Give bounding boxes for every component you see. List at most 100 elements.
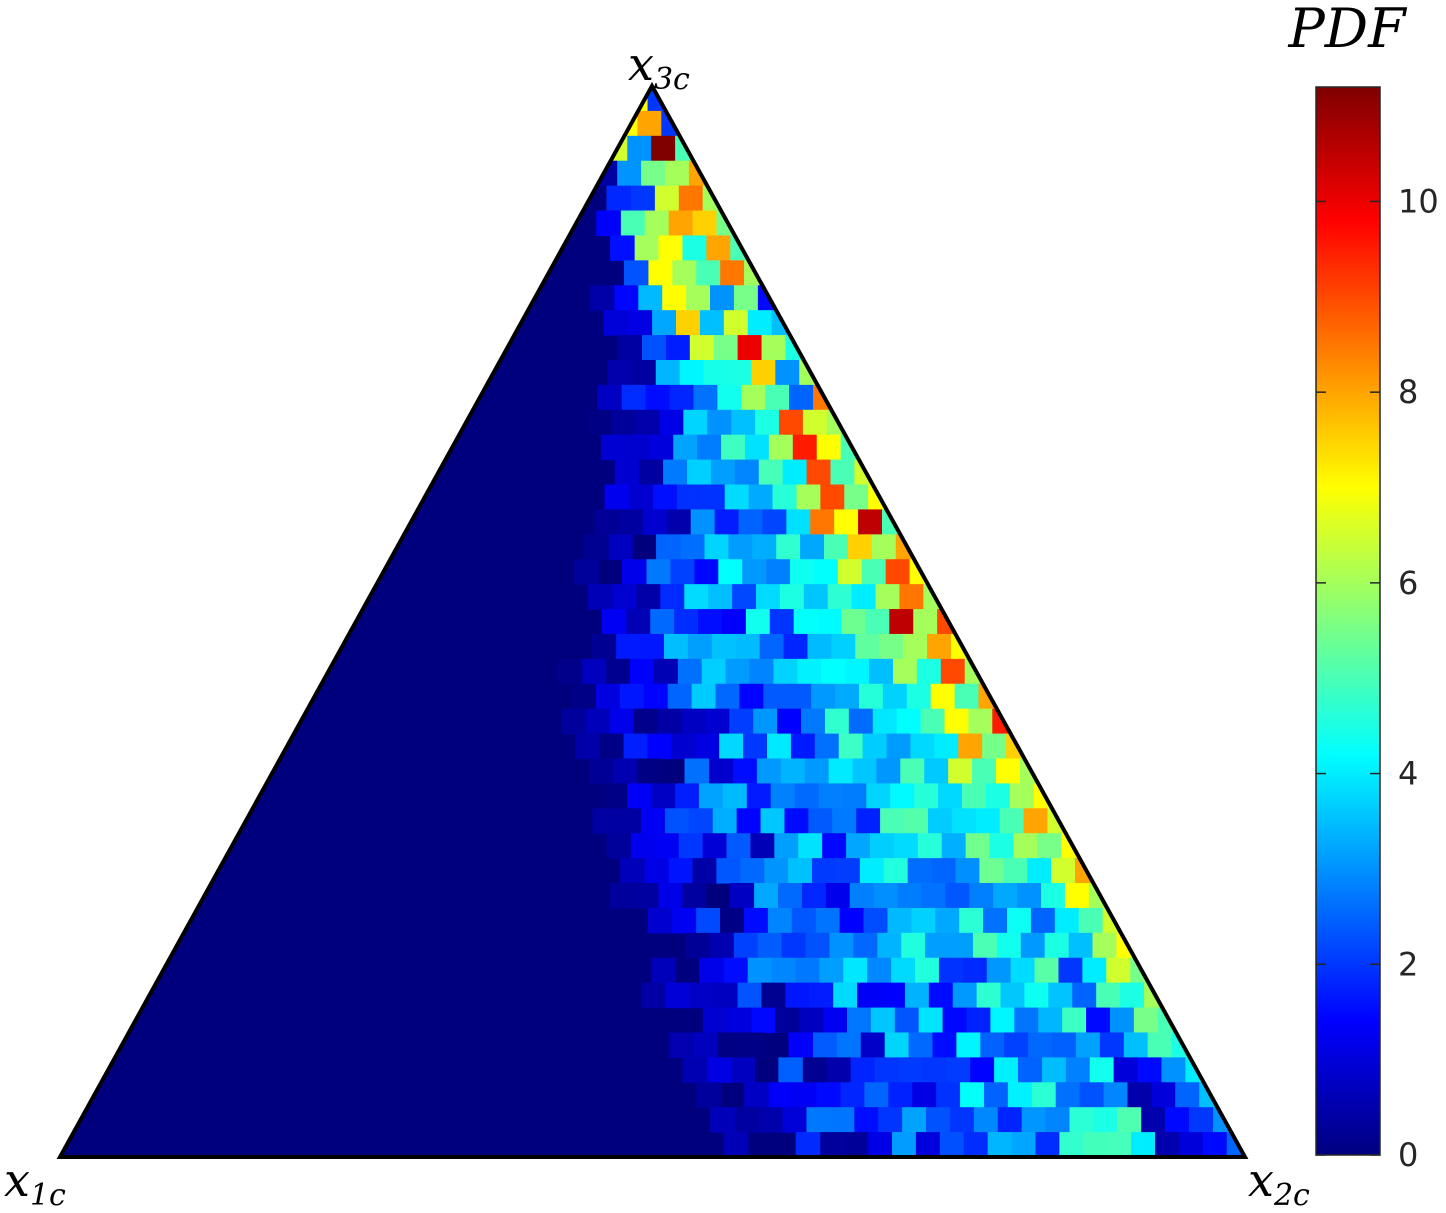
heatmap-cell: [823, 534, 848, 560]
heatmap-cell: [625, 609, 651, 635]
heatmap-cell: [846, 1007, 871, 1034]
heatmap-cell: [743, 907, 768, 934]
heatmap-cell: [634, 409, 660, 436]
heatmap-cell: [693, 559, 719, 585]
heatmap-cell: [937, 783, 962, 809]
heatmap-cell: [607, 359, 632, 386]
heatmap-cell: [1010, 957, 1035, 984]
heatmap-cell: [606, 185, 631, 212]
heatmap-cell: [769, 609, 794, 635]
heatmap-cell: [865, 783, 891, 809]
heatmap-cell: [650, 135, 676, 162]
heatmap-cell: [880, 982, 905, 1009]
heatmap-cell: [1026, 858, 1052, 884]
heatmap-cell: [630, 185, 655, 212]
heatmap-cell: [852, 932, 878, 959]
heatmap-cell: [650, 783, 676, 809]
heatmap-cell: [924, 932, 950, 959]
heatmap-cell: [793, 609, 818, 635]
triangle-outline: [56, 81, 1249, 1159]
heatmap-cell: [1044, 1107, 1070, 1133]
heatmap-cell: [847, 534, 872, 560]
heatmap-cell: [667, 683, 692, 710]
heatmap-cell: [760, 982, 786, 1009]
heatmap-cell: [1140, 1107, 1166, 1133]
heatmap-cell: [656, 534, 681, 560]
heatmap-cell: [822, 1007, 847, 1034]
heatmap-cell: [592, 808, 618, 834]
heatmap-cell: [561, 708, 586, 735]
heatmap-cell: [917, 833, 942, 859]
colorbar-tick-label: 10: [1398, 182, 1439, 220]
heatmap-cell: [983, 1082, 1008, 1108]
heatmap-cell: [689, 335, 714, 361]
heatmap-cell: [1016, 883, 1042, 909]
heatmap-cell: [610, 235, 635, 261]
heatmap-cell: [819, 1132, 845, 1157]
heatmap-cell: [1007, 1082, 1032, 1108]
heatmap-cell: [655, 359, 680, 386]
heatmap-cell: [662, 459, 688, 486]
heatmap-cell: [656, 708, 682, 735]
heatmap-cell: [797, 833, 823, 859]
heatmap-cell: [930, 683, 955, 710]
heatmap-cell: [896, 708, 921, 735]
colorbar-tick-label: 0: [1398, 1136, 1418, 1174]
heatmap-cell: [861, 559, 886, 585]
heatmap-cell: [1106, 1132, 1132, 1157]
heatmap-cell: [898, 584, 924, 610]
heatmap-cell: [709, 932, 734, 959]
heatmap-cell: [1150, 1082, 1176, 1108]
heatmap-cell: [638, 459, 664, 486]
heatmap-cell: [647, 260, 673, 286]
heatmap-cell: [641, 335, 666, 361]
heatmap-cell: [985, 783, 1010, 809]
heatmap-cell: [807, 808, 833, 834]
heatmap-cell: [1041, 1057, 1066, 1083]
heatmap-cell: [799, 534, 825, 560]
heatmap-cell: [682, 409, 708, 436]
heatmap-cell: [640, 808, 665, 834]
heatmap-cell: [982, 907, 1007, 934]
heatmap-cell: [856, 982, 881, 1009]
heatmap-cell: [584, 534, 609, 560]
heatmap-cell: [806, 633, 832, 660]
heatmap-cell: [599, 733, 624, 760]
heatmap-cell: [1081, 957, 1107, 984]
heatmap-cell: [843, 1132, 869, 1157]
heatmap-cell: [772, 658, 798, 685]
heatmap-cell: [866, 957, 892, 984]
heatmap-cell: [957, 733, 983, 760]
heatmap-cell: [834, 683, 859, 710]
heatmap-cell: [623, 260, 649, 286]
heatmap-cell: [947, 758, 973, 784]
heatmap-cell: [1034, 1132, 1060, 1157]
heatmap-cell: [862, 733, 887, 760]
heatmap-cell: [684, 758, 710, 784]
heatmap-cell: [941, 833, 966, 859]
heatmap-cell: [716, 384, 742, 411]
heatmap-cell: [1058, 1132, 1084, 1157]
heatmap-cell: [760, 335, 786, 361]
heatmap-cell: [719, 907, 744, 934]
heatmap-cell: [820, 658, 846, 685]
heatmap-cell: [727, 534, 753, 560]
heatmap-cell: [967, 708, 993, 735]
heatmap-cell: [876, 932, 902, 959]
heatmap-cell: [671, 260, 697, 286]
heatmap-cell: [715, 858, 741, 884]
heatmap-cell: [618, 509, 643, 535]
heatmap-cell: [840, 609, 866, 635]
heatmap-cell: [611, 409, 636, 436]
vertex-label-x1c: x1c: [4, 1153, 66, 1213]
heatmap-cell: [1054, 907, 1079, 934]
heatmap-cell: [676, 484, 701, 511]
heatmap-cell: [612, 758, 638, 784]
heatmap-cell: [663, 633, 688, 660]
heatmap-cell: [915, 1132, 940, 1157]
heatmap-cell: [683, 584, 709, 610]
heatmap-cell: [748, 484, 773, 511]
heatmap-cell: [750, 359, 776, 386]
heatmap-cell: [725, 833, 751, 859]
heatmap-cell: [706, 1057, 732, 1083]
